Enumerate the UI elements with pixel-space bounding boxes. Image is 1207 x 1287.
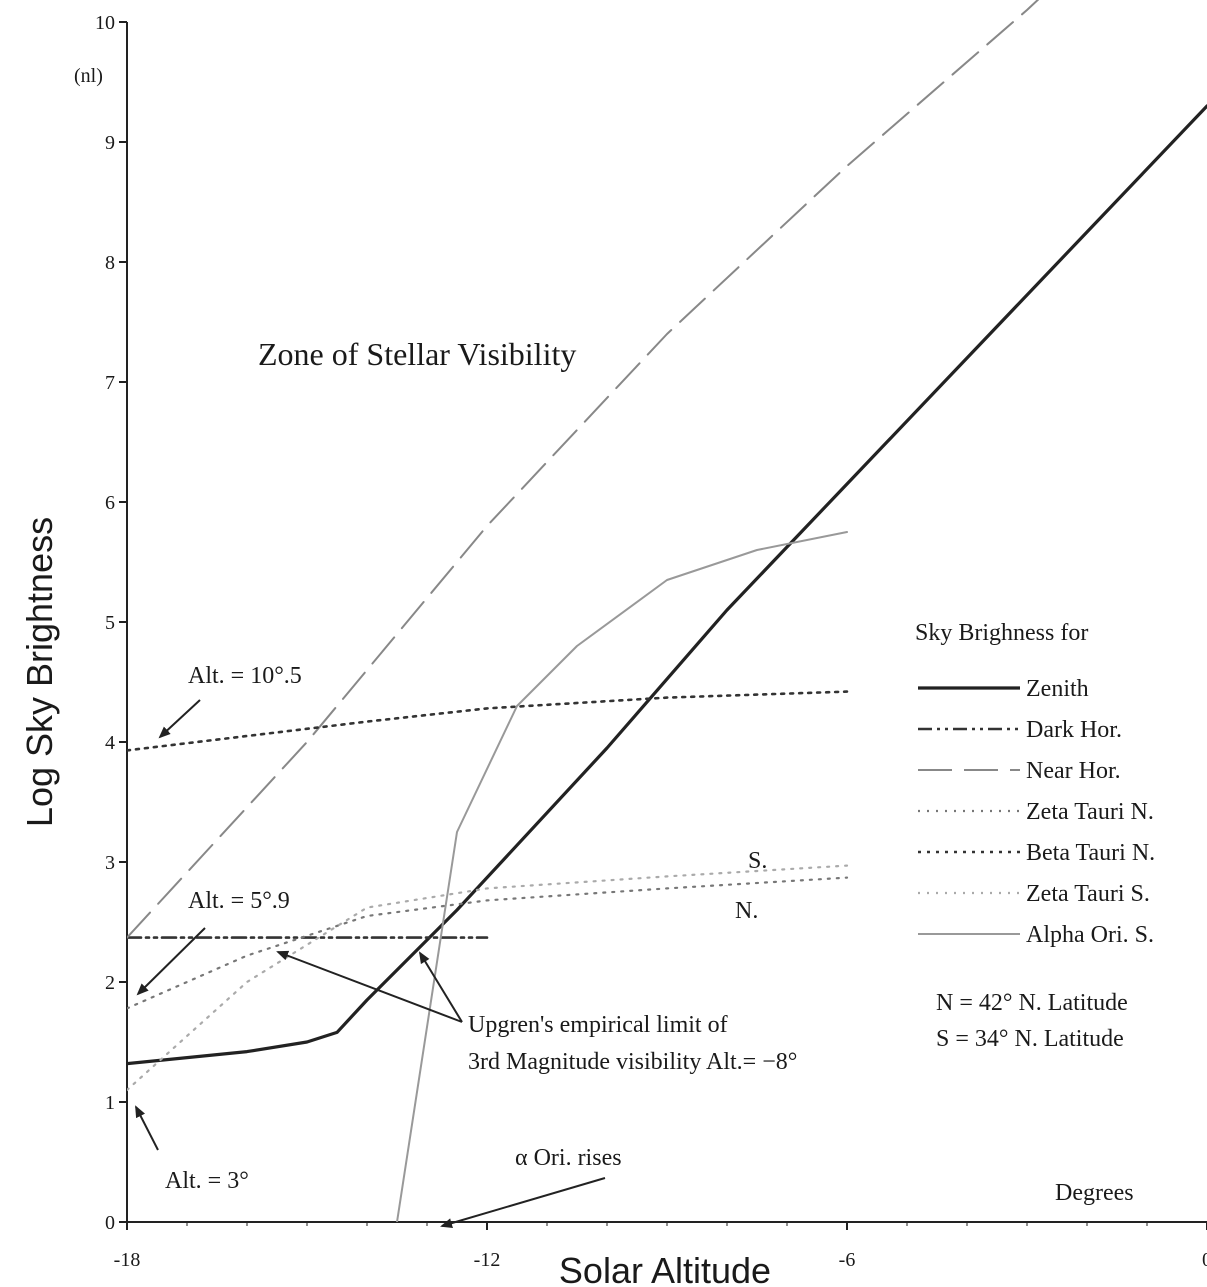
legend-label: Alpha Ori. S. [1026, 922, 1154, 948]
x-tick-label: 0 [1202, 1249, 1207, 1271]
y-axis-title: Log Sky Brightness [19, 517, 60, 827]
annotation-south: S. [748, 848, 767, 874]
arrow-alt-3 [135, 1105, 159, 1151]
y-tick-label: 2 [105, 972, 115, 994]
arrow-alt-5-9 [136, 927, 206, 996]
arrow-upgren-to-zenith [418, 951, 463, 1023]
annotation-south-latitude: S = 34° N. Latitude [936, 1026, 1124, 1052]
annotations: Zone of Stellar Visibility Alt. = 10°.5 … [135, 336, 1134, 1228]
legend-title: Sky Brighness for [915, 620, 1088, 646]
y-tick-label: 7 [105, 372, 115, 394]
annotation-zone-of-visibility: Zone of Stellar Visibility [258, 336, 576, 372]
annotation-north: N. [735, 898, 758, 924]
axis-ticks: 0 1 2 3 4 5 6 7 8 9 10 -18 -12 -6 0 [95, 12, 1207, 1271]
y-tick-label: 3 [105, 852, 115, 874]
arrow-upgren-to-dark-horizon [276, 950, 463, 1023]
y-tick-label: 0 [105, 1212, 115, 1234]
legend-label: Dark Hor. [1026, 717, 1122, 743]
x-tick-label: -6 [839, 1249, 856, 1271]
series-line [127, 0, 1040, 939]
series-line [127, 690, 849, 752]
annotation-alt-3: Alt. = 3° [165, 1168, 249, 1194]
y-tick-label: 9 [105, 132, 115, 154]
y-tick-label: 6 [105, 492, 115, 514]
y-axis-unit: (nl) [74, 65, 103, 87]
legend-label: Zenith [1026, 676, 1089, 702]
annotation-alt-10-5: Alt. = 10°.5 [188, 663, 302, 689]
legend-label: Beta Tauri N. [1026, 840, 1155, 866]
y-tick-label: 5 [105, 612, 115, 634]
series-line [127, 104, 1207, 1066]
annotation-alt-5-9: Alt. = 5°.9 [188, 888, 290, 914]
arrow-alpha-ori-rises [440, 1177, 606, 1228]
legend-label: Near Hor. [1026, 758, 1121, 784]
annotation-upgren-line1: Upgren's empirical limit of [468, 1012, 728, 1038]
annotation-upgren-line2: 3rd Magnitude visibility Alt.= −8° [468, 1049, 797, 1075]
y-tick-label: 8 [105, 252, 115, 274]
series-line [127, 876, 849, 1010]
series-layer [127, 0, 1207, 1222]
annotation-north-latitude: N = 42° N. Latitude [936, 990, 1128, 1016]
x-axis-title: Solar Altitude [559, 1250, 771, 1287]
series-line [396, 531, 848, 1222]
y-tick-label: 4 [105, 732, 115, 754]
legend-label: Zeta Tauri N. [1026, 799, 1154, 825]
legend-label: Zeta Tauri S. [1026, 881, 1150, 907]
annotation-alpha-ori-rises: α Ori. rises [515, 1145, 622, 1171]
arrow-alt-10-5 [158, 699, 201, 739]
y-tick-label: 10 [95, 12, 115, 34]
legend: Sky Brighness for Zenith Dark Hor. Near Ho… [915, 620, 1155, 948]
x-tick-label: -12 [474, 1249, 501, 1271]
annotation-degrees: Degrees [1055, 1180, 1134, 1206]
series-line [127, 864, 849, 1092]
y-tick-label: 1 [105, 1092, 115, 1114]
x-tick-label: -18 [114, 1249, 141, 1271]
